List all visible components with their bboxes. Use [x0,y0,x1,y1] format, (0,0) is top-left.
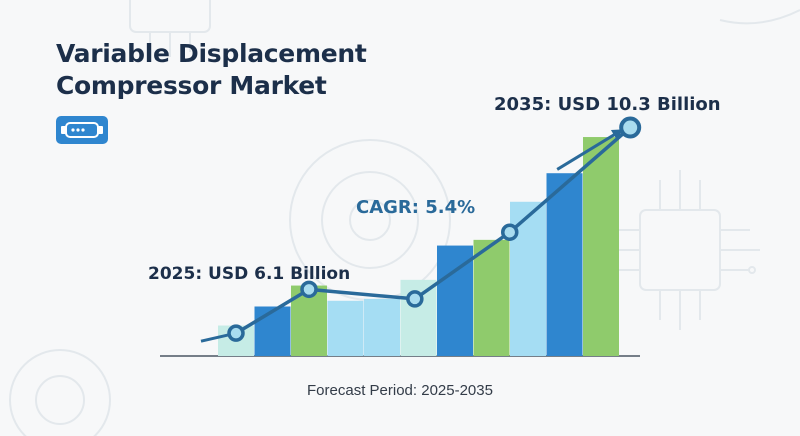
trend-marker [227,324,245,342]
annotation-end-value: 2035: USD 10.3 Billion [494,94,721,115]
annotation-start-value: 2025: USD 6.1 Billion [148,264,350,284]
processor-icon [129,0,211,57]
bar [546,173,583,356]
trend-marker [619,116,642,139]
trend-marker [501,223,519,241]
gear-icon [9,349,111,436]
annotation-cagr: CAGR: 5.4% [356,197,475,218]
compressor-icon [56,116,108,144]
bar [327,300,364,356]
page-title: Variable Displacement Compressor Market [56,38,367,102]
growth-arrow-head [610,129,623,140]
trend-marker [406,290,424,308]
growth-arrow [556,128,624,171]
bar [364,298,400,356]
title-line-1: Variable Displacement [56,39,367,68]
trend-marker [300,280,318,299]
circuit-icon [594,170,760,330]
title-line-2: Compressor Market [56,71,327,100]
bar [510,201,546,356]
chart: 2025: USD 6.1 Billion 2035: USD 10.3 Bill… [148,94,721,357]
bar [254,306,291,356]
background-wave [719,9,800,25]
forecast-period: Forecast Period: 2025-2035 [307,382,493,399]
bar [583,137,619,356]
bar [473,239,510,356]
